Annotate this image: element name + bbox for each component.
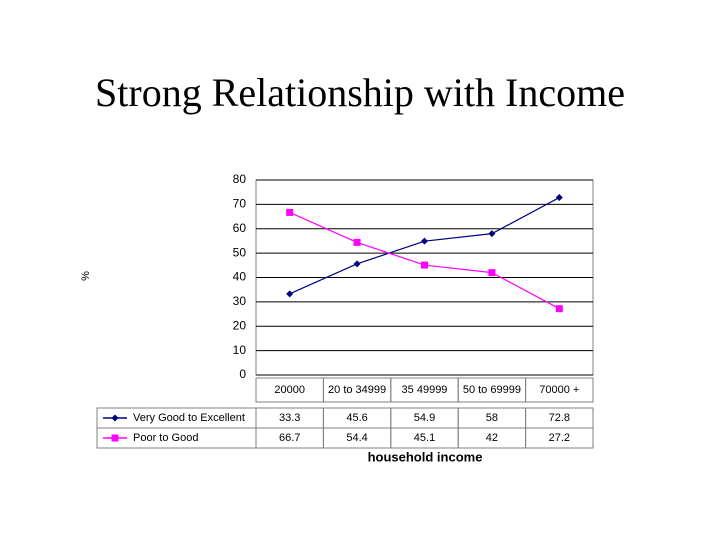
x-tick-label: 20000 xyxy=(274,384,305,396)
x-tick-label: 35 49999 xyxy=(402,384,448,396)
data-point xyxy=(421,237,428,245)
table-cell xyxy=(525,377,594,403)
slide-title: Strong Relationship with Income xyxy=(95,70,625,115)
y-tick-label: 70 xyxy=(233,197,247,211)
table-value: 42 xyxy=(486,432,498,444)
data-point xyxy=(353,260,361,268)
data-point xyxy=(555,194,563,202)
legend-label: Very Good to Excellent xyxy=(133,412,245,424)
y-tick-label: 50 xyxy=(233,245,247,259)
data-point xyxy=(488,230,496,238)
table-value: 72.8 xyxy=(549,412,570,424)
table-value: 54.4 xyxy=(346,432,367,444)
x-tick-label: 20 to 34999 xyxy=(328,384,386,396)
y-tick-label: 20 xyxy=(233,318,247,332)
table-value: 45.6 xyxy=(346,412,367,424)
data-point xyxy=(488,269,496,277)
legend-marker xyxy=(111,414,119,422)
table-value: 33.3 xyxy=(279,412,300,424)
y-tick-label: 80 xyxy=(233,172,247,186)
legend-label: Poor to Good xyxy=(133,432,198,444)
y-tick-label: 60 xyxy=(233,221,247,235)
data-point xyxy=(353,238,361,246)
y-tick-label: 30 xyxy=(233,294,247,308)
y-tick-label: 0 xyxy=(239,367,246,381)
table-value: 58 xyxy=(486,412,498,424)
x-tick-label: 70000 + xyxy=(539,384,579,396)
table-value: 54.9 xyxy=(414,412,435,424)
legend-marker xyxy=(111,434,119,442)
data-point xyxy=(421,261,428,269)
y-axis-label: % xyxy=(80,271,92,281)
table-value: 45.1 xyxy=(414,432,435,444)
x-tick-label: 50 to 69999 xyxy=(463,384,521,396)
data-point xyxy=(286,290,294,298)
y-tick-label: 40 xyxy=(233,270,247,284)
y-tick-label: 10 xyxy=(233,343,247,357)
data-point xyxy=(555,305,563,313)
table-value: 27.2 xyxy=(549,432,570,444)
data-point xyxy=(286,208,294,216)
table-value: 66.7 xyxy=(279,432,300,444)
x-axis-label: household income xyxy=(368,449,483,464)
table-cell xyxy=(525,427,594,449)
